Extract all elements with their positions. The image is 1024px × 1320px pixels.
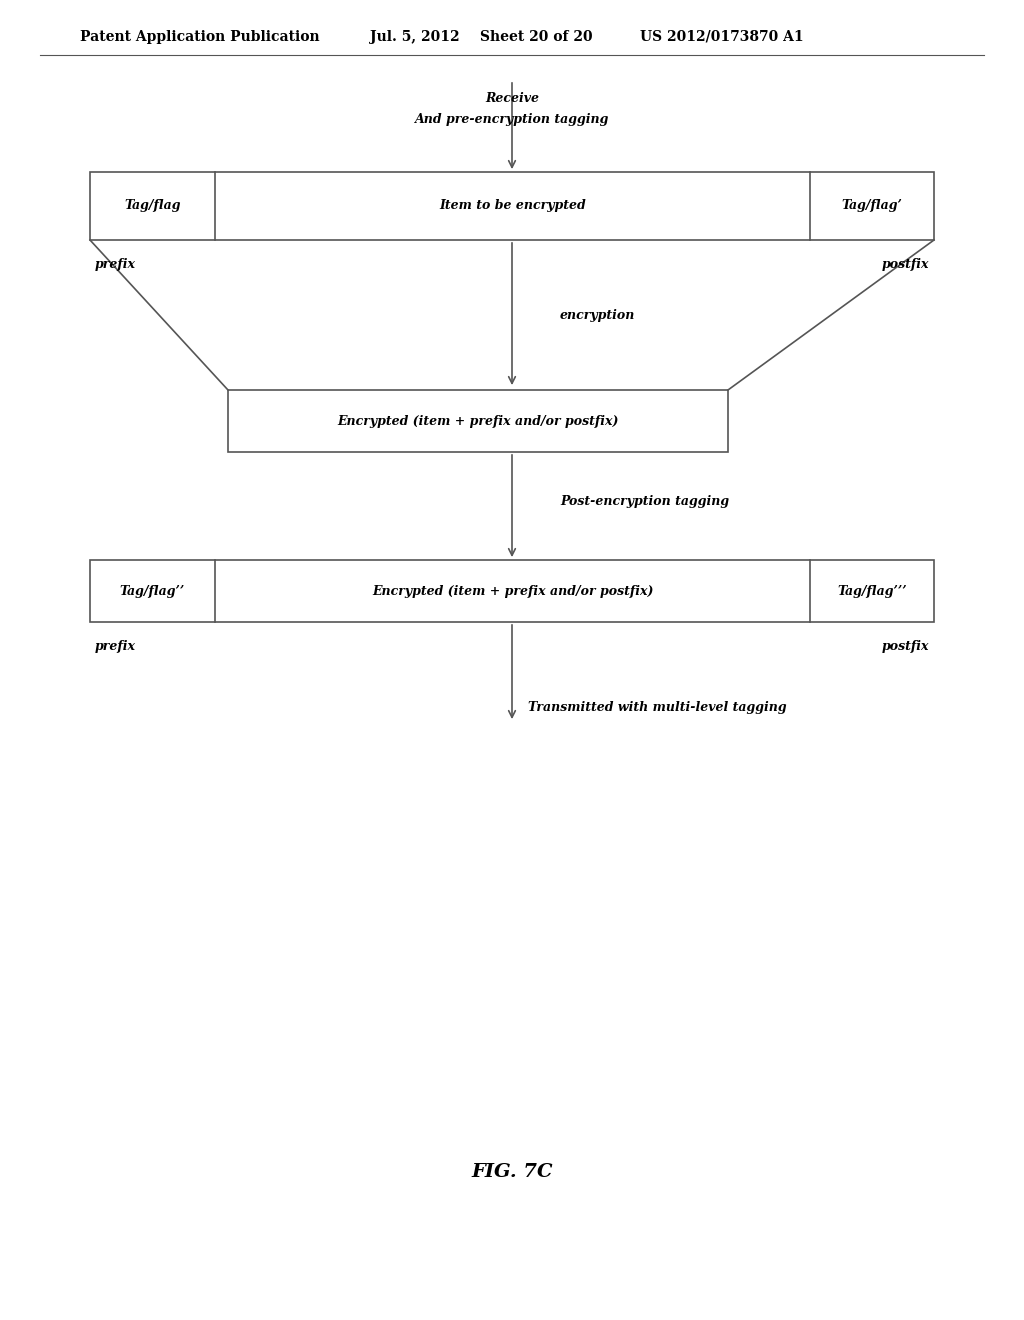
Text: Sheet 20 of 20: Sheet 20 of 20 xyxy=(480,30,593,44)
Text: postfix: postfix xyxy=(882,640,929,653)
Text: US 2012/0173870 A1: US 2012/0173870 A1 xyxy=(640,30,804,44)
Text: Tag/flag’’’: Tag/flag’’’ xyxy=(838,585,907,598)
Text: Tag/flag: Tag/flag xyxy=(124,199,181,213)
Text: Jul. 5, 2012: Jul. 5, 2012 xyxy=(370,30,460,44)
Text: Item to be encrypted: Item to be encrypted xyxy=(439,199,586,213)
FancyBboxPatch shape xyxy=(90,172,934,240)
Text: prefix: prefix xyxy=(95,640,136,653)
Text: Encrypted (item + prefix and/or postfix): Encrypted (item + prefix and/or postfix) xyxy=(372,585,653,598)
Text: prefix: prefix xyxy=(95,257,136,271)
Text: FIG. 7C: FIG. 7C xyxy=(471,1163,553,1181)
Text: Receive: Receive xyxy=(485,91,539,104)
Text: Patent Application Publication: Patent Application Publication xyxy=(80,30,319,44)
Text: Tag/flag’: Tag/flag’ xyxy=(842,199,902,213)
Text: postfix: postfix xyxy=(882,257,929,271)
Text: And pre-encryption tagging: And pre-encryption tagging xyxy=(415,114,609,127)
Text: Tag/flag’’: Tag/flag’’ xyxy=(120,585,185,598)
FancyBboxPatch shape xyxy=(90,560,934,622)
Text: Encrypted (item + prefix and/or postfix): Encrypted (item + prefix and/or postfix) xyxy=(337,414,618,428)
Text: Post-encryption tagging: Post-encryption tagging xyxy=(560,495,729,507)
Text: Transmitted with multi-level tagging: Transmitted with multi-level tagging xyxy=(528,701,786,714)
FancyBboxPatch shape xyxy=(228,389,728,451)
Text: encryption: encryption xyxy=(560,309,635,322)
